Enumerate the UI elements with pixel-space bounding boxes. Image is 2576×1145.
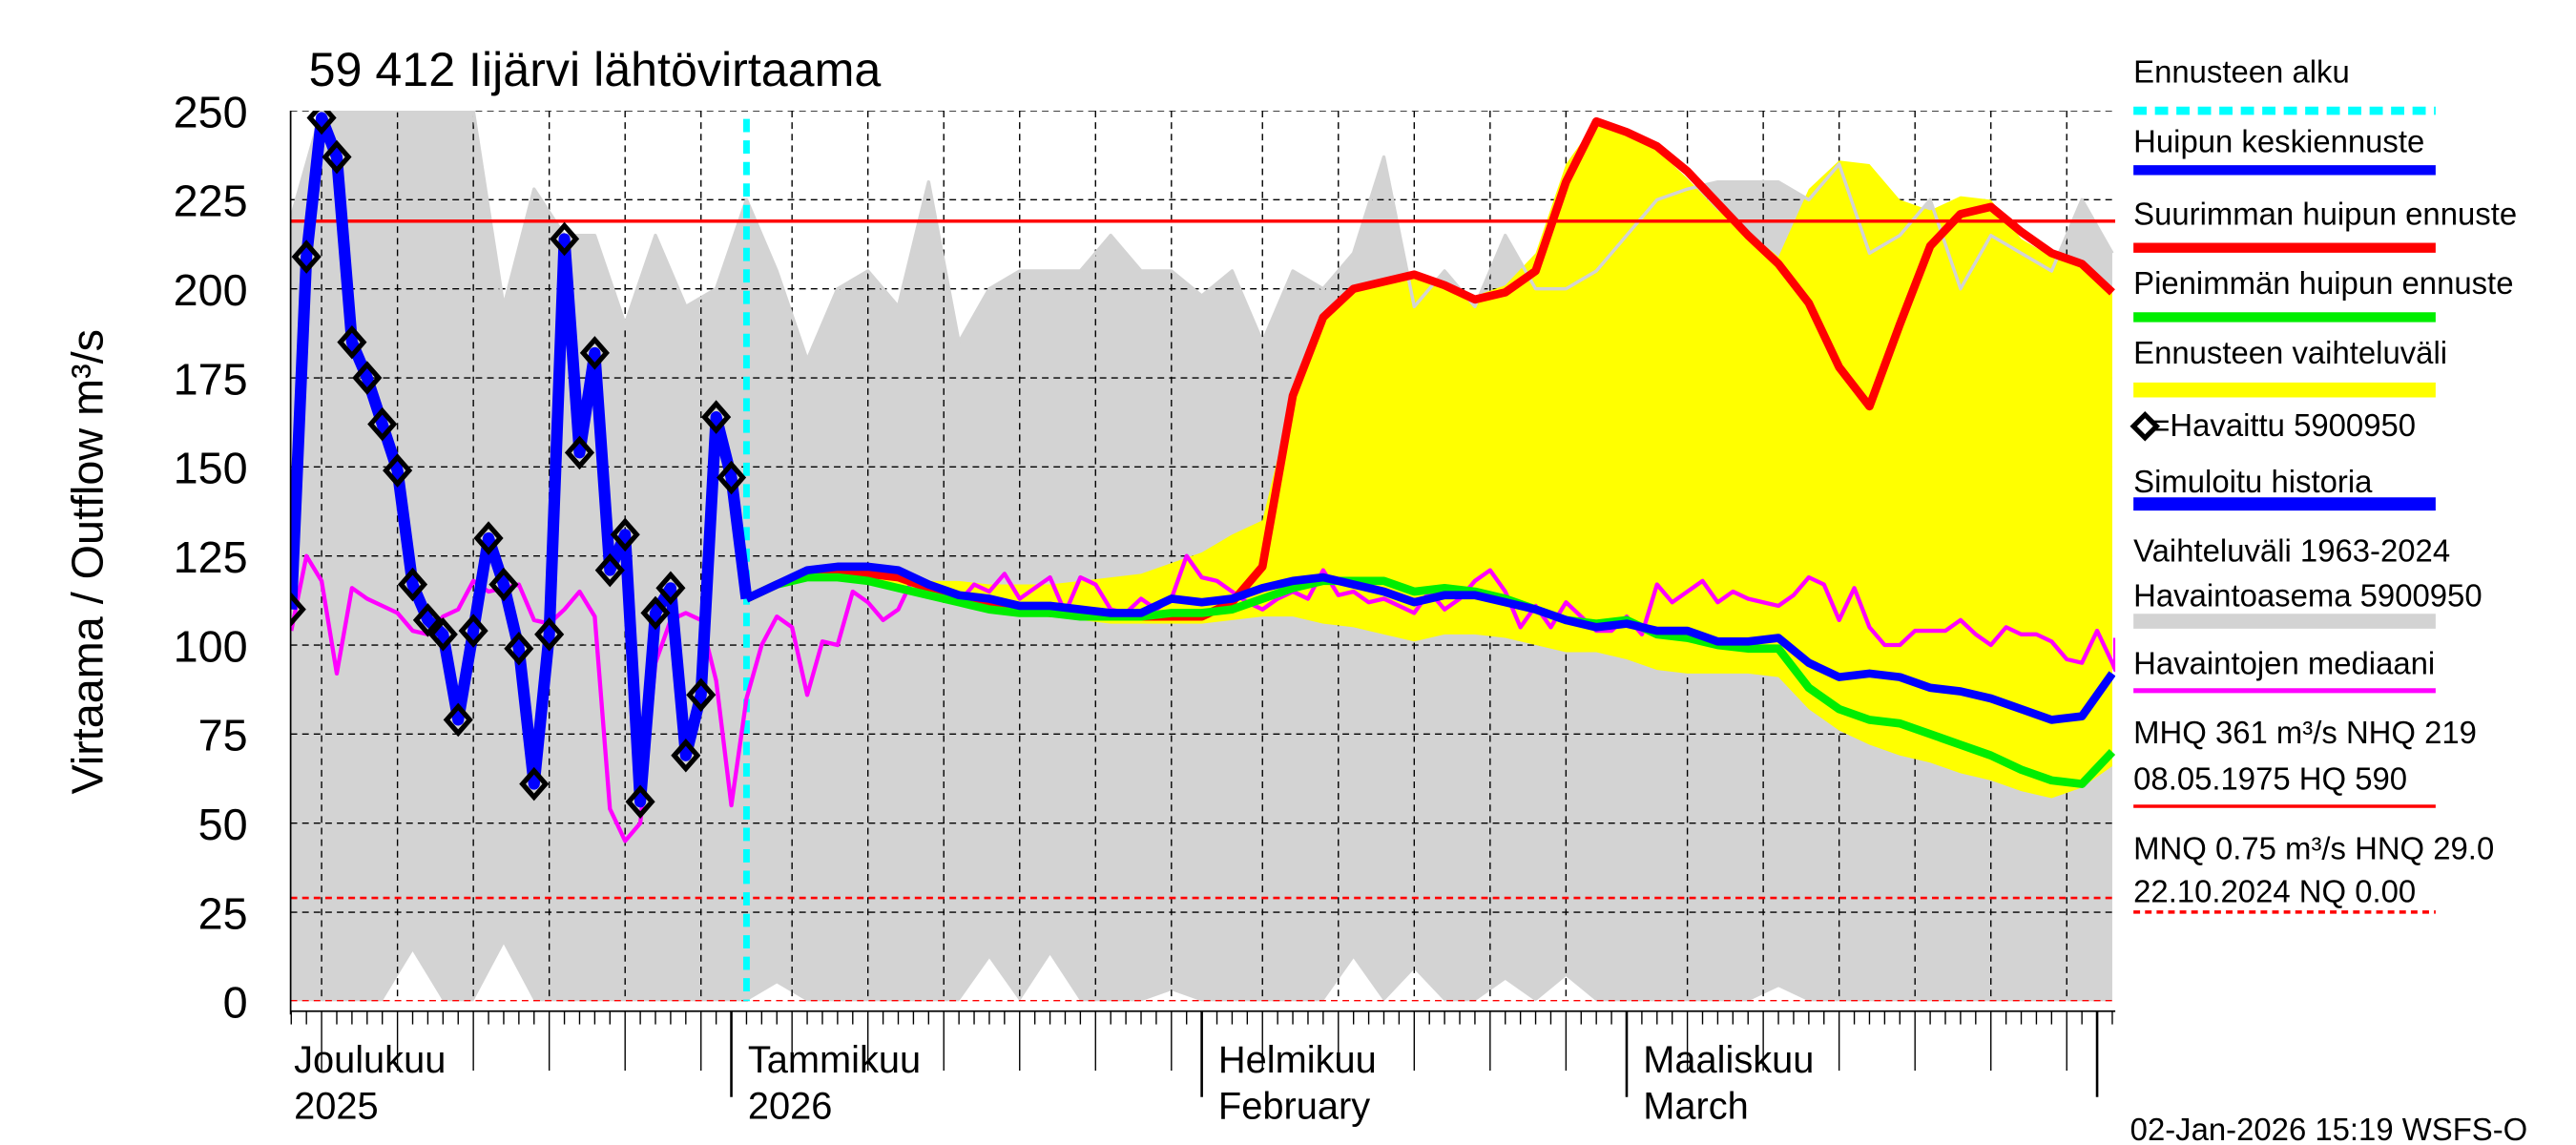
y-tick-label: 100 xyxy=(174,621,248,671)
observed-point xyxy=(594,552,625,588)
forecast-range-band xyxy=(746,121,2112,799)
y-tick-label: 225 xyxy=(174,177,248,226)
y-tick-label: 25 xyxy=(198,888,248,938)
observed-point xyxy=(686,677,717,713)
observed-point xyxy=(655,571,686,606)
legend-max: Suurimman huipun ennuste xyxy=(2133,196,2517,231)
legend-simulated: Simuloitu historia xyxy=(2133,464,2373,499)
plot-area: 0 25 50 75 100 125 150 175 200 225 250 Joulukuu2025… xyxy=(174,87,2116,1127)
legend-range: Ennusteen vaihteluväli xyxy=(2133,335,2447,370)
y-tick-label: 50 xyxy=(198,800,248,849)
observed-point xyxy=(701,400,732,434)
y-tick-label: 0 xyxy=(223,978,248,1028)
observed-point xyxy=(383,453,413,488)
observed-point xyxy=(397,567,428,602)
y-tick-label: 175 xyxy=(174,354,248,404)
observed-point xyxy=(473,521,504,555)
plot-content xyxy=(290,111,2116,1002)
year-label: 2026 xyxy=(748,1085,833,1127)
observed-point xyxy=(488,567,519,602)
legend-mhq-2: 08.05.1975 HQ 590 xyxy=(2133,761,2407,797)
observed-point xyxy=(579,336,610,370)
legend-mhq-1: MHQ 361 m³/s NHQ 219 xyxy=(2133,715,2477,750)
year-label: February xyxy=(1218,1085,1370,1127)
y-tick-label: 150 xyxy=(174,444,248,493)
legend-mnq-2: 22.10.2024 NQ 0.00 xyxy=(2133,873,2416,908)
forecast-mean-line xyxy=(744,562,2116,724)
observed-point xyxy=(610,517,640,552)
observed-point xyxy=(458,614,488,648)
y-tick-label: 250 xyxy=(174,87,248,136)
observed-point xyxy=(519,766,550,802)
legend-forecast-start: Ennusteen alku xyxy=(2133,54,2350,90)
y-axis-label: Virtaama / Outflow m³/s xyxy=(62,329,112,795)
month-label: Maaliskuu xyxy=(1643,1039,1814,1081)
observed-point xyxy=(367,406,398,442)
observed-point xyxy=(716,460,747,495)
observed-point xyxy=(291,239,322,274)
observed-point xyxy=(352,361,383,395)
year-label: 2025 xyxy=(294,1085,379,1127)
observed-point xyxy=(322,139,352,175)
legend-mnq-1: MNQ 0.75 m³/s HNQ 29.0 xyxy=(2133,830,2494,865)
observed-point xyxy=(337,324,367,360)
observed-point xyxy=(504,631,534,666)
legend: Ennusteen alku Huipun keskiennuste Suuri… xyxy=(2129,54,2517,914)
legend-hist-range-2: Havaintoasema 5900950 xyxy=(2133,577,2482,613)
forecast-min-line xyxy=(744,572,2116,788)
month-label: Joulukuu xyxy=(294,1039,446,1081)
diamond-icon xyxy=(2129,410,2161,442)
legend-mean: Huipun keskiennuste xyxy=(2133,123,2424,158)
legend-min: Pienimmän huipun ennuste xyxy=(2133,265,2513,301)
median-line xyxy=(290,553,2116,843)
year-label: March xyxy=(1643,1085,1749,1127)
y-tick-label: 200 xyxy=(174,265,248,315)
footer-timestamp: 02-Jan-2026 15:19 WSFS-O xyxy=(2130,1112,2528,1145)
observed-point xyxy=(640,595,671,631)
observed-point xyxy=(671,738,701,773)
month-label: Tammikuu xyxy=(748,1039,921,1081)
observed-point xyxy=(564,435,595,470)
observed-point xyxy=(534,617,565,652)
observed-point xyxy=(306,111,337,135)
legend-hist-range-1: Vaihteluväli 1963-2024 xyxy=(2133,533,2450,569)
simulated-history-line xyxy=(290,112,753,808)
observed-point xyxy=(625,784,655,820)
legend-observed: =Havaittu 5900950 xyxy=(2151,407,2416,443)
chart-title: 59 412 Iijärvi lähtövirtaama xyxy=(309,43,882,96)
month-label: Helmikuu xyxy=(1218,1039,1377,1081)
y-tick-label: 75 xyxy=(198,711,248,760)
historical-range-upper-line xyxy=(290,111,2114,363)
legend-median: Havaintojen mediaani xyxy=(2133,645,2435,680)
observed-point xyxy=(412,603,443,637)
observed-point xyxy=(427,617,458,652)
observed-point xyxy=(550,221,580,257)
observed-point xyxy=(290,592,306,627)
observed-point xyxy=(443,702,473,738)
y-tick-label: 125 xyxy=(174,532,248,582)
